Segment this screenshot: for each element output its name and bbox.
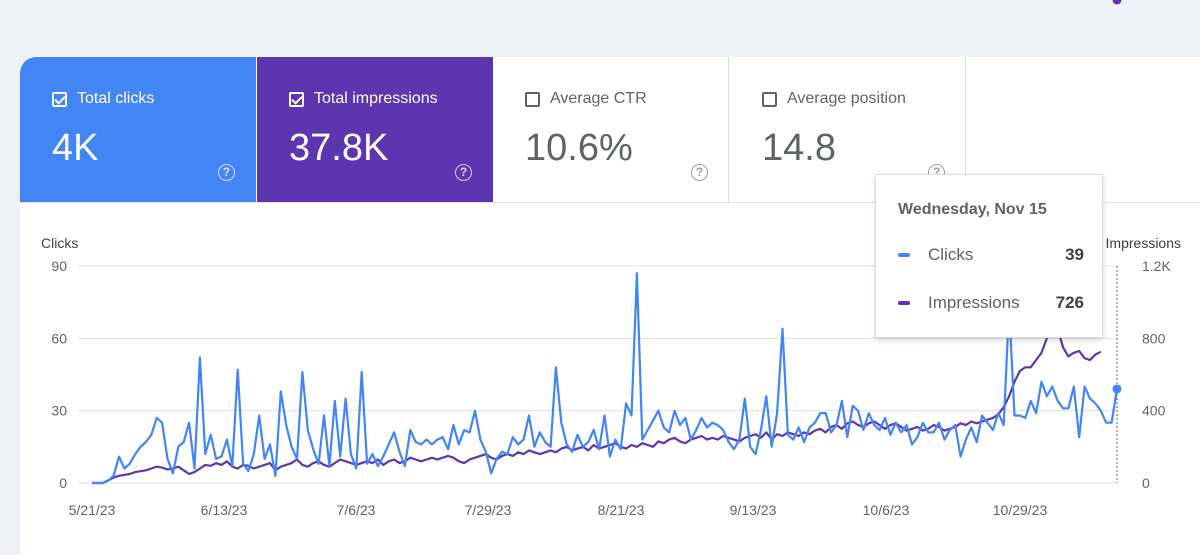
tile-value: 37.8K bbox=[289, 127, 389, 169]
impressions-swatch-icon bbox=[898, 301, 910, 305]
right-tick-label: 800 bbox=[1142, 330, 1166, 346]
clicks-swatch-icon bbox=[898, 253, 910, 257]
tile-value: 10.6% bbox=[525, 127, 633, 169]
tile-label: Total impressions bbox=[314, 90, 438, 107]
tile-label: Total clicks bbox=[77, 90, 155, 107]
help-icon[interactable]: ? bbox=[455, 164, 472, 181]
tooltip-row-impressions: Impressions 726 bbox=[898, 293, 1084, 313]
left-tick-label: 30 bbox=[51, 403, 67, 419]
right-axis-label: Impressions bbox=[1106, 235, 1181, 251]
x-tick-label: 10/6/23 bbox=[863, 502, 910, 518]
chart-tooltip: Wednesday, Nov 15 Clicks 39 Impressions … bbox=[875, 174, 1103, 338]
x-tick-label: 8/21/23 bbox=[598, 502, 645, 518]
checkbox-unchecked-icon[interactable] bbox=[762, 91, 777, 107]
x-tick-label: 6/13/23 bbox=[201, 502, 248, 518]
x-tick-label: 7/29/23 bbox=[465, 502, 512, 518]
left-tick-label: 60 bbox=[51, 330, 67, 346]
checkbox-unchecked-icon[interactable] bbox=[525, 91, 540, 107]
tile-average-ctr[interactable]: Average CTR 10.6% ? bbox=[493, 57, 729, 202]
tooltip-row-value: 39 bbox=[1065, 245, 1084, 264]
x-tick-label: 9/13/23 bbox=[730, 502, 777, 518]
tile-label: Average position bbox=[787, 90, 906, 107]
tooltip-row-clicks: Clicks 39 bbox=[898, 245, 1084, 265]
tile-value: 4K bbox=[52, 127, 99, 169]
tooltip-row-label: Impressions bbox=[928, 293, 1020, 312]
tiles-divider bbox=[20, 202, 1200, 203]
tile-total-impressions[interactable]: Total impressions 37.8K ? bbox=[257, 57, 493, 202]
help-icon[interactable]: ? bbox=[218, 164, 235, 181]
tooltip-date: Wednesday, Nov 15 bbox=[898, 201, 1047, 218]
series-line-clicks bbox=[92, 272, 1119, 485]
right-tick-label: 1.2K bbox=[1142, 258, 1171, 274]
tile-total-clicks[interactable]: Total clicks 4K ? bbox=[20, 57, 256, 202]
x-tick-label: 7/6/23 bbox=[337, 502, 376, 518]
checkbox-checked-icon[interactable] bbox=[52, 91, 67, 107]
tile-value: 14.8 bbox=[762, 127, 836, 169]
tile-label: Average CTR bbox=[550, 90, 647, 107]
tooltip-row-value: 726 bbox=[1055, 293, 1084, 312]
x-tick-label: 10/29/23 bbox=[993, 502, 1048, 518]
left-axis-label: Clicks bbox=[41, 235, 78, 251]
left-tick-label: 0 bbox=[59, 475, 67, 491]
help-icon[interactable]: ? bbox=[691, 164, 708, 181]
x-tick-label: 5/21/23 bbox=[69, 502, 116, 518]
highlight-point-impressions bbox=[1112, 0, 1122, 5]
right-tick-label: 0 bbox=[1142, 475, 1150, 491]
checkbox-checked-icon[interactable] bbox=[289, 91, 304, 107]
right-tick-label: 400 bbox=[1142, 403, 1166, 419]
metric-tiles: Total clicks 4K ? Total impressions 37.8… bbox=[20, 57, 1200, 202]
left-tick-label: 90 bbox=[51, 258, 67, 274]
highlight-point-clicks bbox=[1112, 384, 1122, 394]
series-line-impressions bbox=[92, 319, 1102, 485]
tooltip-row-label: Clicks bbox=[928, 245, 974, 264]
